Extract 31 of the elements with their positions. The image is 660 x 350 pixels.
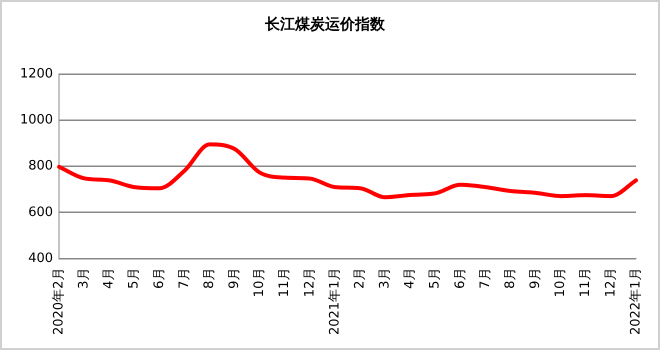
x-tick-label: 5月	[428, 268, 443, 289]
y-tick-label: 600	[28, 204, 54, 220]
x-tick-label: 6月	[452, 268, 468, 289]
x-tick-label: 2020年2月	[51, 268, 66, 336]
x-tick-label: 3月	[76, 268, 92, 289]
x-tick-label: 3月	[378, 268, 393, 289]
y-tick-label: 400	[28, 251, 54, 266]
x-tick-label: 11月	[578, 268, 594, 298]
x-tick-label: 4月	[402, 268, 418, 289]
x-tick-label: 11月	[277, 268, 292, 298]
x-tick-label: 10月	[252, 268, 268, 298]
x-tick-label: 7月	[478, 268, 493, 289]
x-tick-label: 10月	[553, 268, 568, 298]
y-tick-label: 1200	[20, 66, 54, 82]
y-tick-label: 1000	[20, 112, 54, 128]
x-tick-label: 12月	[302, 268, 318, 298]
x-tick-label: 4月	[102, 268, 117, 289]
x-tick-label: 9月	[528, 268, 544, 289]
x-tick-label: 9月	[227, 268, 242, 289]
x-tick-label: 2022年1月	[628, 268, 644, 336]
chart-title: 长江煤炭运价指数	[264, 14, 386, 33]
x-tick-label: 2月	[352, 268, 368, 289]
y-tick-label: 800	[28, 158, 54, 174]
x-tick-label: 5月	[126, 268, 142, 289]
x-tick-label: 8月	[502, 268, 518, 289]
x-tick-label: 2021年1月	[327, 268, 342, 336]
line-series	[57, 142, 638, 200]
x-tick-label: 8月	[202, 268, 217, 289]
x-tick-label: 12月	[603, 268, 618, 298]
x-tick-label: 6月	[152, 268, 167, 289]
x-tick-label: 7月	[176, 268, 192, 289]
